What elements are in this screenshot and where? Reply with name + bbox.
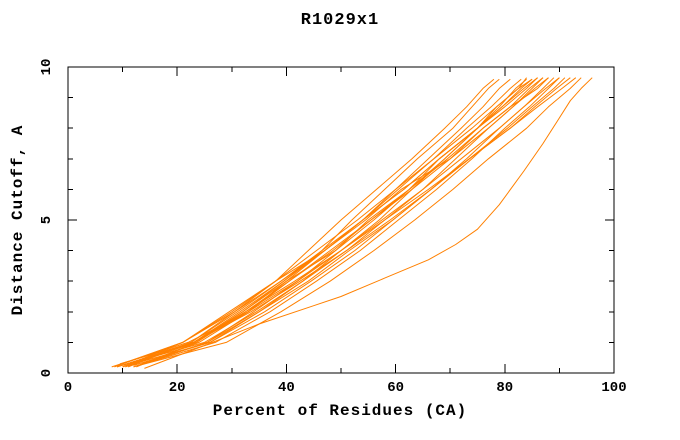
model-curve (122, 78, 500, 368)
y-axis-label-text: Distance Cutoff, A (9, 124, 27, 316)
y-tick-label: 5 (39, 215, 55, 225)
model-curve (127, 78, 495, 368)
model-curve (127, 77, 577, 366)
model-curve (127, 77, 555, 366)
y-tick-label: 10 (39, 58, 55, 76)
model-curve (130, 77, 538, 365)
model-curve (111, 77, 527, 368)
x-tick-label: 0 (63, 380, 73, 396)
model-curve (122, 78, 533, 368)
x-tick-label: 100 (601, 380, 627, 396)
model-curve (144, 77, 593, 369)
x-tick-label: 60 (387, 380, 404, 396)
model-curve (141, 77, 544, 365)
y-tick-label: 0 (39, 368, 55, 378)
x-axis-label: Percent of Residues (CA) (212, 402, 468, 420)
x-tick-label: 20 (168, 380, 186, 396)
model-curve (133, 78, 527, 366)
model-curve (133, 77, 560, 368)
chart-title: R1029x1 (300, 11, 380, 30)
model-curve (125, 78, 522, 368)
x-tick-label: 40 (277, 380, 295, 396)
model-curve (138, 77, 582, 366)
model-curve (138, 78, 533, 366)
model-curve (116, 77, 571, 368)
x-tick-label: 80 (496, 380, 514, 396)
